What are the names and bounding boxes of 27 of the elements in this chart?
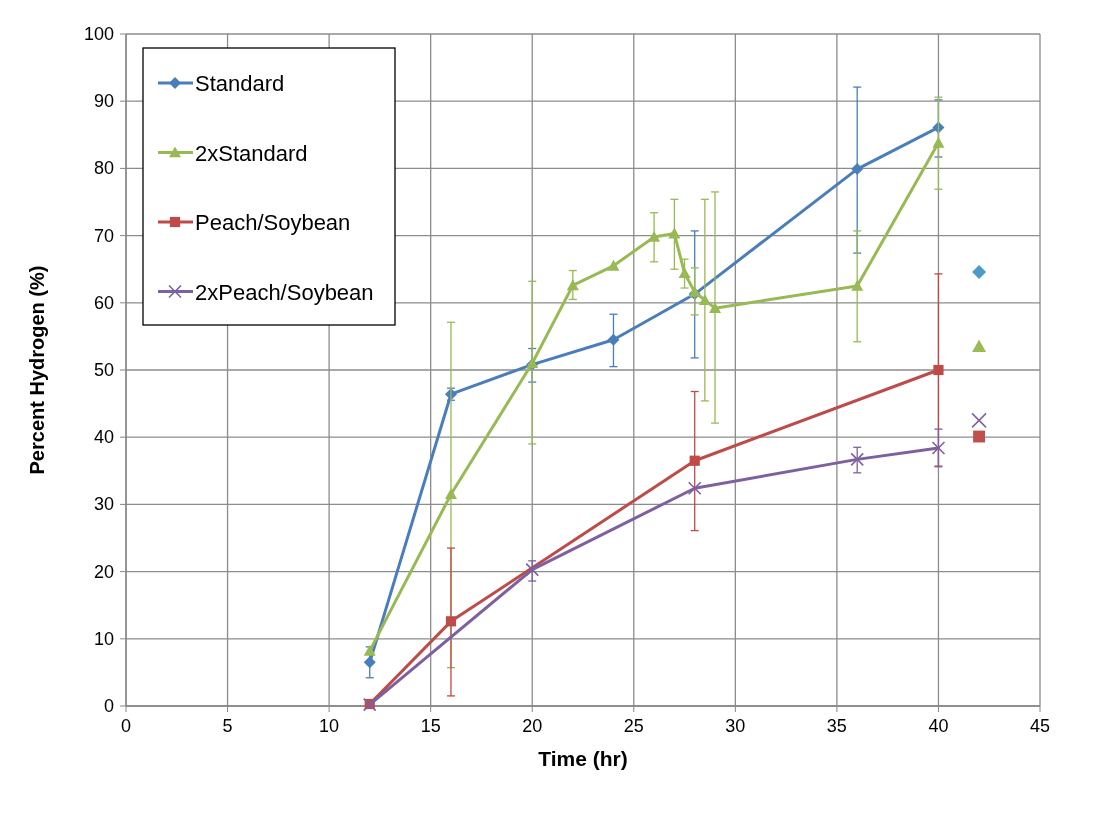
y-axis-title: Percent Hydrogen (%) xyxy=(26,265,48,475)
x-tick-label: 25 xyxy=(623,716,644,736)
y-tick-label: 0 xyxy=(103,696,114,716)
y-tick-label: 60 xyxy=(93,292,114,313)
x-axis-title: Time (hr) xyxy=(538,747,628,770)
x-tick-label: 0 xyxy=(120,716,132,736)
y-tick-label: 100 xyxy=(83,24,114,44)
y-tick-label: 80 xyxy=(93,158,114,179)
x-tick-label: 20 xyxy=(522,716,543,736)
y-tick-label: 40 xyxy=(93,427,114,448)
x-tick-label: 45 xyxy=(1029,716,1051,736)
legend-label: 2xStandard xyxy=(195,140,308,166)
y-tick-label: 30 xyxy=(93,494,114,515)
y-tick-label: 50 xyxy=(93,360,114,380)
x-tick-label: 30 xyxy=(725,716,746,736)
y-tick-label: 90 xyxy=(93,91,114,112)
x-tick-label: 40 xyxy=(928,716,949,736)
x-tick-label: 10 xyxy=(319,716,340,736)
y-tick-label: 70 xyxy=(93,225,114,246)
y-tick-label: 20 xyxy=(93,561,114,582)
legend-label: 2xPeach/Soybean xyxy=(195,279,374,305)
y-tick-label: 10 xyxy=(93,628,114,649)
legend-label: Peach/Soybean xyxy=(195,210,351,235)
x-tick-label: 35 xyxy=(826,716,847,736)
x-tick-label: 5 xyxy=(222,716,233,736)
legend-label: Standard xyxy=(195,71,285,96)
x-tick-label: 15 xyxy=(420,716,441,736)
